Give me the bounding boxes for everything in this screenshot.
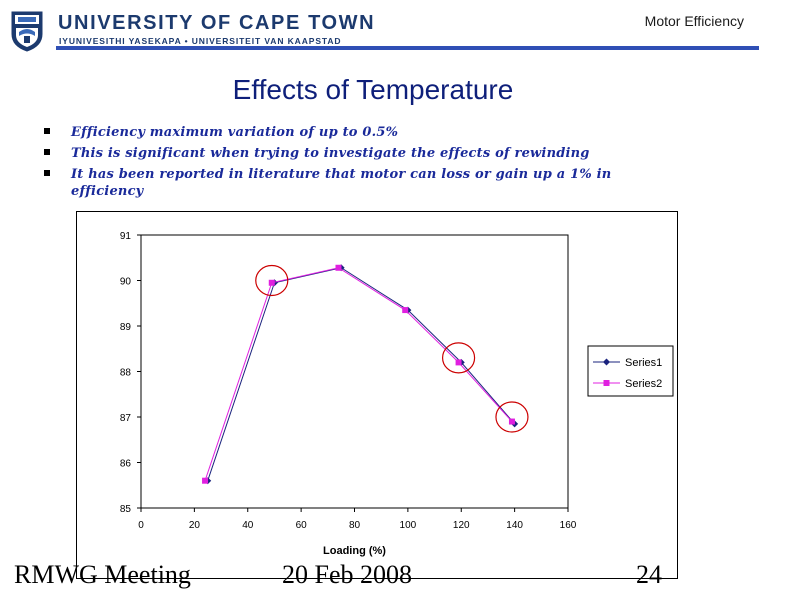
footer-meeting: RMWG Meeting: [14, 560, 191, 589]
bullet-square-icon: [44, 128, 50, 134]
x-tick-label: 120: [453, 520, 470, 531]
x-tick-label: 0: [138, 520, 144, 531]
x-tick-label: 160: [560, 520, 577, 531]
y-tick-label: 85: [120, 504, 132, 515]
x-tick-label: 100: [400, 520, 417, 531]
y-tick-label: 88: [120, 368, 132, 379]
bullet-item: Efficiency maximum variation of up to 0.…: [44, 124, 644, 141]
series-2-point: [335, 264, 342, 271]
university-crest-logo: [10, 8, 44, 52]
legend-marker-2: [603, 380, 610, 386]
y-tick-label: 90: [120, 277, 132, 288]
footer-date: 20 Feb 2008: [282, 560, 412, 589]
series-2-point: [268, 279, 275, 286]
series-2-point: [402, 307, 409, 314]
plot-area: [140, 234, 569, 509]
highlight-circle: [441, 342, 476, 374]
bullet-square-icon: [44, 170, 50, 176]
x-tick-label: 140: [506, 520, 523, 531]
y-tick-label: 91: [120, 231, 132, 242]
y-tick-label: 86: [120, 459, 132, 470]
x-tick-label: 80: [349, 520, 361, 531]
y-tick-label: 89: [120, 322, 132, 333]
efficiency-chart: 85 86 87 88 89 90 91 0 20 40 60 80 100 120 140 160 Loadi…: [76, 211, 678, 579]
highlight-circle: [495, 401, 529, 433]
legend-label-2: Series2: [625, 378, 662, 390]
series-2-point: [508, 418, 515, 425]
series-line-1: [207, 267, 516, 481]
x-tick-label: 60: [296, 520, 308, 531]
x-axis-label: Loading (%): [323, 545, 386, 557]
bullet-item: It has been reported in literature that …: [44, 166, 644, 200]
series-2-point: [202, 477, 209, 484]
x-tick-label: 20: [189, 520, 201, 531]
series-line-2: [204, 267, 513, 481]
x-tick-label: 40: [242, 520, 254, 531]
legend-marker-1: [603, 358, 610, 366]
legend-box: [587, 345, 674, 397]
bullet-list: Efficiency maximum variation of up to 0.…: [44, 124, 644, 204]
legend-label-1: Series1: [625, 357, 662, 369]
bullet-square-icon: [44, 149, 50, 155]
bullet-text: Efficiency maximum variation of up to 0.…: [71, 125, 399, 140]
section-title: Motor Efficiency: [644, 13, 744, 29]
university-name: UNIVERSITY OF CAPE TOWN: [58, 12, 376, 34]
footer-page-number: 24: [636, 560, 662, 589]
header-divider: [56, 46, 759, 50]
bullet-item: This is significant when trying to inves…: [44, 145, 644, 162]
series-2-point: [455, 359, 462, 366]
y-tick-label: 87: [120, 413, 132, 424]
slide-title: Effects of Temperature: [232, 74, 514, 105]
bullet-text: It has been reported in literature that …: [71, 167, 612, 199]
highlight-circle: [255, 264, 289, 297]
bullet-text: This is significant when trying to inves…: [71, 146, 590, 161]
university-subtitle: IYUNIVESITHI YASEKAPA • UNIVERSITEIT VAN…: [59, 36, 342, 46]
chart-canvas: 85 86 87 88 89 90 91 0 20 40 60 80 100 120 140 160 Loadi…: [120, 231, 674, 557]
